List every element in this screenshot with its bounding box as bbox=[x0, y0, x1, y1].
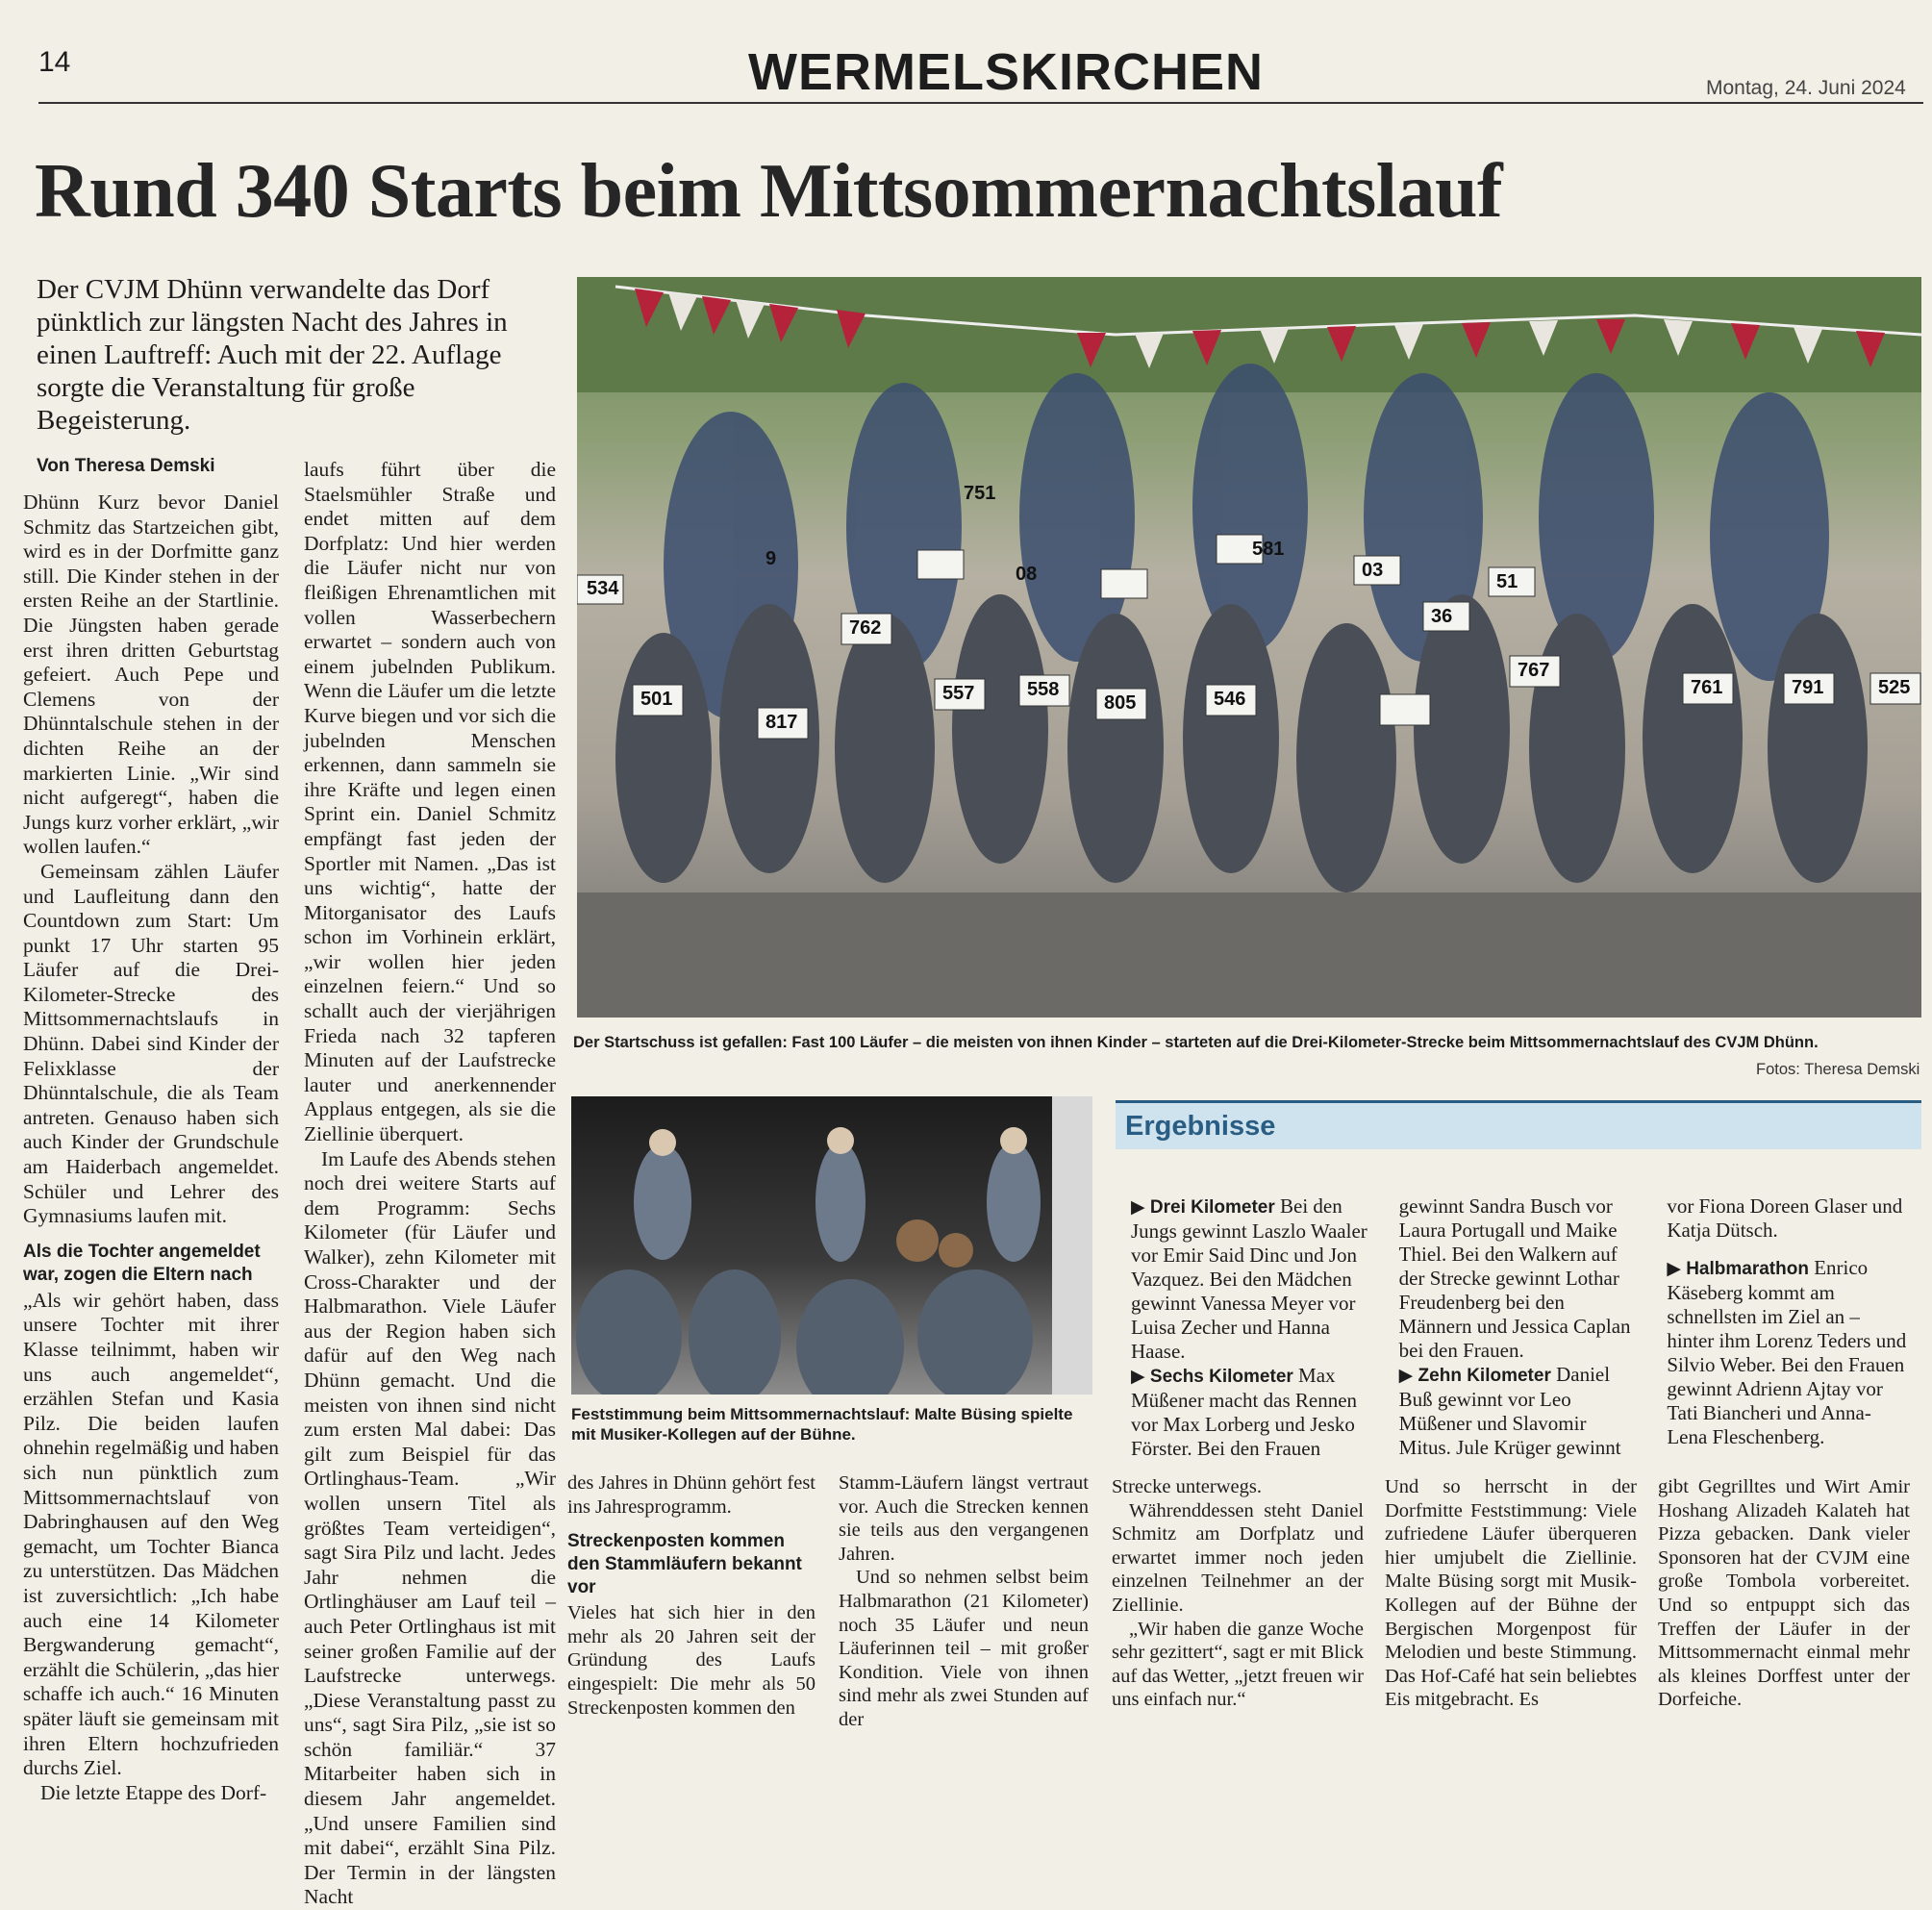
results-item: ▶ Zehn Kilometer Daniel Buß gewinnt vor … bbox=[1399, 1194, 1910, 1483]
bib-number: 546 bbox=[1214, 689, 1246, 710]
paragraph: Währenddessen steht Daniel Schmitz am Do… bbox=[1112, 1499, 1364, 1616]
paragraph: Und so nehmen selbst beim Halbmarathon (… bbox=[839, 1567, 1089, 1730]
results-item-text: Max Müßener macht das Rennen vor Max Lor… bbox=[1131, 1194, 1631, 1460]
results-item-text: Enrico Käseberg kommt am schnellsten im … bbox=[1667, 1256, 1907, 1448]
paragraph: „Als wir gehört haben, dass unsere Tocht… bbox=[23, 1288, 279, 1780]
paragraph: Dhünn Kurz bevor Daniel Schmitz das Star… bbox=[23, 490, 279, 859]
photo-caption-main: Der Startschuss ist gefallen: Fast 100 L… bbox=[573, 1034, 1819, 1051]
bib-number: 534 bbox=[587, 578, 619, 599]
bib-number: 558 bbox=[1027, 679, 1060, 700]
results-item-label: ▶ Zehn Kilometer bbox=[1398, 1366, 1551, 1386]
paragraph: Strecke unterwegs. bbox=[1112, 1476, 1262, 1497]
page-number: 14 bbox=[38, 46, 71, 78]
bib-number: 03 bbox=[1362, 560, 1384, 581]
paragraph: Gemeinsam zählen Läufer und Laufleitung … bbox=[23, 859, 279, 1228]
paragraph: Im Laufe des Abends stehen noch drei wei… bbox=[304, 1146, 556, 1909]
results-list: ▶ Drei Kilometer Bei den Jungs gewinnt L… bbox=[1131, 1194, 1910, 1483]
subheading: Als die Tochter angemeldet war, zogen di… bbox=[23, 1241, 261, 1285]
results-item-label: ▶ Halbmarathon bbox=[1667, 1259, 1809, 1279]
article-column-1: Dhünn Kurz bevor Daniel Schmitz das Star… bbox=[23, 490, 279, 1805]
paragraph: Vieles hat sich hier in den mehr als 20 … bbox=[567, 1602, 815, 1719]
lead-paragraph: Der CVJM Dhünn verwandelte das Dorf pünk… bbox=[37, 274, 508, 436]
bib-number: 501 bbox=[640, 689, 673, 710]
subheading: Streckenposten kommen den Stammläufern b… bbox=[567, 1531, 802, 1598]
section-title: WERMELSKIRCHEN bbox=[748, 43, 1264, 101]
headline: Rund 340 Starts beim Mittsommernachtslau… bbox=[35, 149, 1503, 234]
results-item-text: Daniel Buß gewinnt vor Leo Müßener und S… bbox=[1398, 1194, 1903, 1459]
bib-number: 525 bbox=[1878, 677, 1911, 698]
byline: Von Theresa Demski bbox=[37, 456, 215, 476]
photo-caption-band: Feststimmung beim Mittsommernachtslauf: … bbox=[571, 1405, 1073, 1444]
bib-number: 805 bbox=[1104, 692, 1137, 714]
results-box: Ergebnisse bbox=[1116, 1100, 1921, 1474]
paragraph: Und so herrscht in der Dorfmitte Feststi… bbox=[1385, 1476, 1637, 1711]
article-column-5: Strecke unterwegs. Währenddessen steht D… bbox=[1112, 1475, 1364, 1712]
bib-number: 817 bbox=[765, 712, 798, 733]
photo-start-runners bbox=[577, 277, 1921, 1018]
article-column-4: Stamm-Läufern längst vertraut vor. Auch … bbox=[839, 1471, 1089, 1732]
start-photo-graphic bbox=[577, 277, 1921, 1018]
results-item-label: ▶ Sechs Kilometer bbox=[1131, 1367, 1293, 1387]
bib-number: 51 bbox=[1496, 571, 1518, 592]
photo-band-stage bbox=[571, 1096, 1092, 1395]
article-column-3: des Jahres in Dhünn gehört fest ins Jahr… bbox=[567, 1471, 815, 1720]
band-photo-graphic bbox=[576, 1096, 1092, 1395]
article-column-7: gibt Gegrilltes und Wirt Amir Hoshang Al… bbox=[1658, 1475, 1910, 1712]
bib-number: 762 bbox=[849, 617, 882, 639]
bib-number: 751 bbox=[964, 483, 996, 504]
bib-labels: 534 501 817 762 557 08 558 805 546 581 0… bbox=[577, 277, 1921, 1018]
issue-date: Montag, 24. Juni 2024 bbox=[1706, 77, 1906, 99]
paragraph: des Jahres in Dhünn gehört fest ins Jahr… bbox=[567, 1472, 815, 1518]
results-header: Ergebnisse bbox=[1116, 1103, 1921, 1149]
results-item: ▶ Drei Kilometer Bei den Jungs gewinnt L… bbox=[1131, 1194, 1374, 1364]
paragraph: gibt Gegrilltes und Wirt Amir Hoshang Al… bbox=[1658, 1476, 1910, 1711]
article-column-2: laufs führt über die Staelsmühler Straße… bbox=[304, 458, 556, 1910]
bib-number: 9 bbox=[765, 548, 777, 569]
header-rule bbox=[38, 102, 1923, 104]
bib-number: 761 bbox=[1691, 677, 1723, 698]
paragraph: laufs führt über die Staelsmühler Straße… bbox=[304, 458, 556, 1146]
bib-number: 557 bbox=[942, 683, 975, 704]
results-item-label: ▶ Drei Kilometer bbox=[1131, 1197, 1275, 1218]
photo-credit: Fotos: Theresa Demski bbox=[1756, 1061, 1920, 1078]
paragraph: Die letzte Etappe des Dorf- bbox=[40, 1780, 267, 1804]
bib-number: 08 bbox=[1016, 564, 1038, 585]
paragraph: „Wir haben die ganze Woche sehr gezitter… bbox=[1112, 1618, 1364, 1711]
results-item: ▶ Halbmarathon Enrico Käseberg kommt am … bbox=[1667, 1256, 1910, 1449]
bib-number: 36 bbox=[1431, 606, 1453, 627]
bib-number: 791 bbox=[1792, 677, 1824, 698]
results-item-text: Bei den Jungs gewinnt Laszlo Waaler vor … bbox=[1131, 1194, 1367, 1363]
paragraph: Stamm-Läufern längst vertraut vor. Auch … bbox=[839, 1472, 1089, 1565]
bib-number: 767 bbox=[1518, 660, 1550, 681]
bib-number: 581 bbox=[1252, 539, 1285, 560]
results-item: ▶ Sechs Kilometer Max Müßener macht das … bbox=[1131, 1194, 1642, 1483]
article-column-6: Und so herrscht in der Dorfmitte Feststi… bbox=[1385, 1475, 1637, 1712]
results-title: Ergebnisse bbox=[1125, 1111, 1276, 1142]
